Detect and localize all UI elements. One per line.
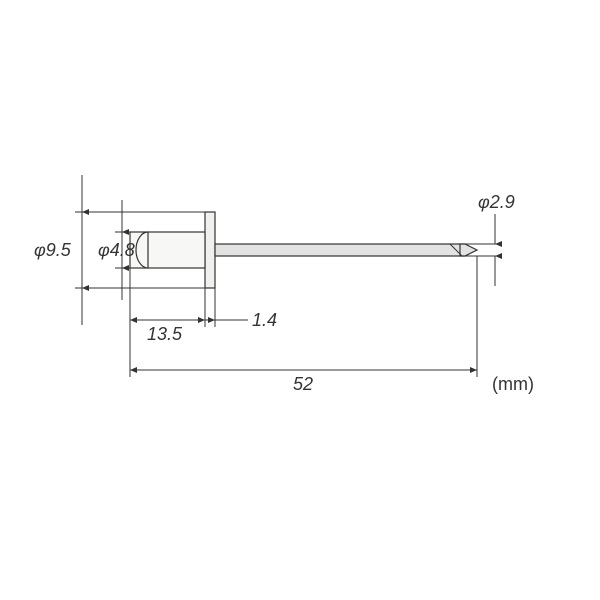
flange-width-label: 1.4	[252, 310, 277, 330]
rivet-part	[130, 212, 477, 288]
dim-shaft-diameter: φ2.9	[465, 192, 515, 286]
dim-inner-diameter: φ4.8	[98, 200, 135, 300]
shaft-diameter-label: φ2.9	[478, 192, 515, 212]
shaft-tip	[460, 244, 477, 256]
dim-body-length: 13.5	[130, 268, 205, 344]
body-length-label: 13.5	[147, 324, 183, 344]
dim-flange-width: 1.4	[205, 288, 277, 330]
flange	[205, 212, 215, 288]
unit-label: (mm)	[492, 374, 534, 394]
outer-diameter-label: φ9.5	[34, 240, 72, 260]
inner-diameter-label: φ4.8	[98, 240, 135, 260]
technical-drawing: φ9.5 φ4.8 13.5 1.4 52 φ2.9 (mm)	[0, 0, 600, 600]
shaft	[215, 244, 465, 256]
dim-total-length: 52	[130, 256, 477, 394]
total-length-label: 52	[293, 374, 313, 394]
